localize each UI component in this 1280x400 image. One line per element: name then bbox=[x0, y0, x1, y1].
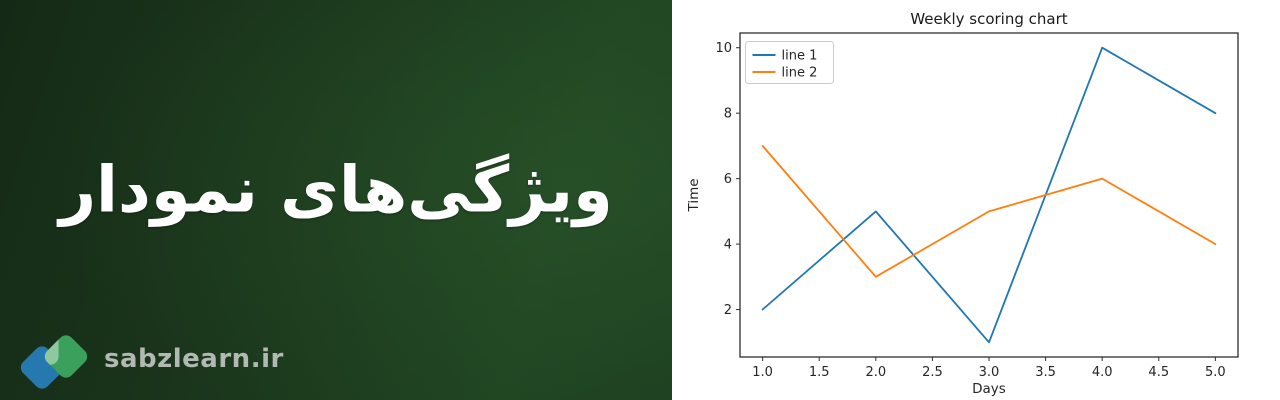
weekly-scoring-line-chart: 1.0 1.5 2.0 2.5 3.0 3.5 4.0 4.5 5.0 2 4 6 8 10 Weekly … bbox=[686, 10, 1239, 397]
left-panel: ویژگی‌های نمودار sabzlearn.ir bbox=[0, 0, 672, 400]
x-tick-label: 4.0 bbox=[1092, 365, 1113, 380]
legend-item: line 1 bbox=[752, 49, 818, 64]
x-tick-label: 1.0 bbox=[752, 365, 773, 380]
logo-overlap-highlight bbox=[44, 335, 59, 365]
chart-title: Weekly scoring chart bbox=[910, 10, 1067, 28]
series-line-1 bbox=[761, 46, 1217, 344]
x-axis-label: Days bbox=[972, 381, 1006, 397]
plot-frame bbox=[739, 32, 1239, 358]
y-tick-label: 10 bbox=[715, 41, 732, 56]
sabzlearn-logo-text: sabzlearn.ir bbox=[104, 344, 284, 374]
x-tick-label: 5.0 bbox=[1205, 365, 1226, 380]
sabzlearn-logo: sabzlearn.ir bbox=[18, 330, 284, 394]
legend: line 1 line 2 bbox=[745, 41, 834, 84]
legend-item: line 2 bbox=[752, 66, 818, 81]
legend-label: line 2 bbox=[782, 66, 818, 81]
x-tick-label: 4.5 bbox=[1148, 365, 1169, 380]
legend-label: line 1 bbox=[782, 49, 818, 64]
y-axis-label: Time bbox=[686, 178, 702, 212]
banner-title: ویژگی‌های نمودار bbox=[59, 153, 613, 228]
sabzlearn-logo-icon bbox=[20, 335, 88, 389]
series-line-2 bbox=[761, 144, 1217, 278]
y-tick-label: 2 bbox=[724, 303, 732, 318]
y-tick-label: 4 bbox=[724, 238, 732, 253]
x-tick-label: 2.5 bbox=[922, 365, 943, 380]
y-tick-label: 6 bbox=[724, 172, 732, 187]
x-tick-label: 3.5 bbox=[1035, 365, 1056, 380]
y-tick-label: 8 bbox=[724, 107, 732, 122]
logo-right-diamond bbox=[44, 335, 88, 378]
chart-panel: 1.0 1.5 2.0 2.5 3.0 3.5 4.0 4.5 5.0 2 4 6 8 10 Weekly … bbox=[672, 0, 1280, 400]
x-tick-label: 2.0 bbox=[865, 365, 886, 380]
x-tick-label: 3.0 bbox=[979, 365, 1000, 380]
x-tick-label: 1.5 bbox=[809, 365, 830, 380]
